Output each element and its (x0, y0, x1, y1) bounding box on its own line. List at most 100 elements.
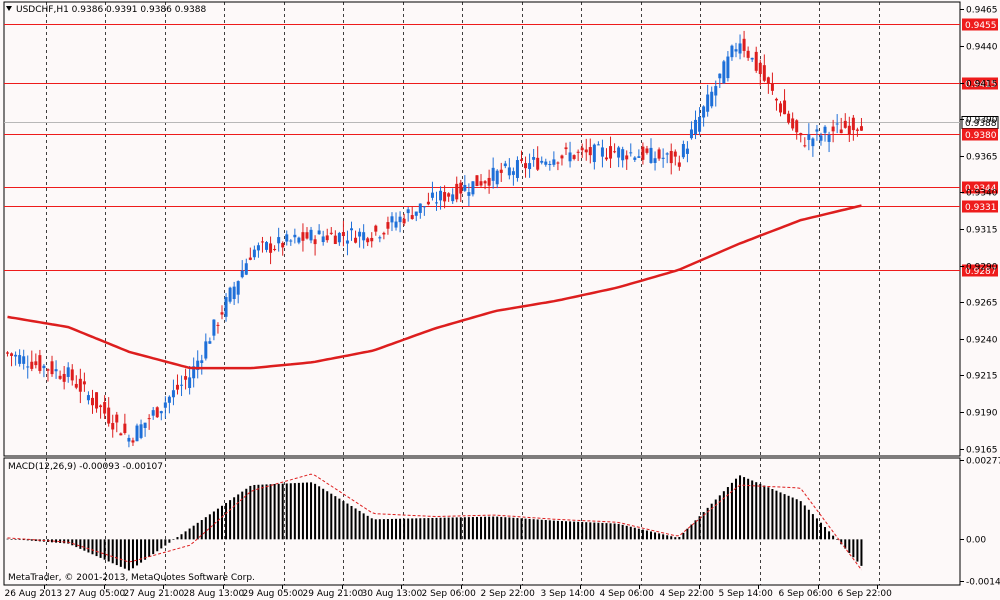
time-label: 6 Sep 06:00 (779, 589, 834, 599)
candle-body (730, 45, 734, 58)
macd-bar (573, 521, 576, 540)
time-label: 4 Sep 22:00 (660, 589, 715, 599)
price-pane[interactable] (3, 1, 961, 457)
macd-bar (662, 534, 665, 540)
candle-body (584, 149, 588, 153)
candle-body (564, 147, 568, 150)
macd-bar (451, 517, 454, 540)
candle-body (171, 390, 175, 398)
candle-body (758, 62, 762, 75)
candle-body (70, 369, 74, 381)
macd-bar (346, 503, 349, 540)
candle-body (479, 181, 483, 186)
candle-body (613, 151, 617, 153)
macd-bar (815, 518, 818, 540)
macd-bar (297, 482, 300, 540)
macd-bar (739, 475, 742, 540)
candle-body (86, 395, 90, 401)
macd-bar (621, 524, 624, 540)
macd-bar (597, 522, 600, 540)
macd-bar (467, 517, 470, 540)
candle-body (90, 397, 94, 406)
macd-bar (91, 539, 94, 555)
macd-bar (184, 531, 187, 540)
candle-body (244, 263, 248, 275)
candle-body (722, 61, 726, 84)
macd-bar (682, 532, 685, 540)
macd-bar (378, 519, 381, 540)
collapse-arrow-icon[interactable] (6, 6, 12, 11)
candle-body (107, 407, 111, 424)
macd-bar (771, 489, 774, 540)
candle-body (811, 138, 815, 147)
candle-body (167, 396, 171, 403)
macd-bar (524, 518, 527, 540)
candle-body (30, 361, 34, 369)
macd-bar (172, 539, 175, 540)
macd-bar (775, 490, 778, 540)
candle-body (329, 232, 333, 234)
symbol-header: USDCHF,H1 0.9386 0.9391 0.9386 0.9388 (6, 5, 206, 15)
candle-body (443, 192, 447, 202)
candle-body (163, 402, 167, 408)
candle-body (617, 147, 621, 158)
candle-body (309, 229, 313, 241)
candle-body (831, 126, 835, 132)
candle-body (111, 423, 115, 430)
price-axis: 0.9455 0.9415 0.9388 0.9380 0.9344 0.9331 0.92… (960, 6, 1000, 588)
macd-bar (484, 516, 487, 540)
price-tick-label: 0.9190 (966, 409, 998, 419)
macd-bar (261, 484, 264, 540)
macd-bar (99, 539, 102, 558)
price-tick-label: 0.9465 (966, 6, 998, 16)
macd-bar (508, 517, 511, 540)
macd-bar (443, 517, 446, 540)
macd-bar (156, 539, 159, 552)
candle-body (604, 157, 608, 160)
macd-bar (860, 539, 863, 566)
candle-body (665, 153, 669, 155)
candle-body (354, 237, 358, 243)
macd-bar (480, 516, 483, 540)
macd-bar (51, 539, 54, 543)
time-label: 2 Sep 06:00 (422, 589, 477, 599)
candle-body (240, 270, 244, 278)
macd-bar (552, 520, 555, 540)
macd-bar (556, 520, 559, 540)
macd-bar (658, 533, 661, 540)
macd-bar (115, 539, 118, 566)
macd-bar (666, 535, 669, 540)
macd-bar (585, 522, 588, 540)
macd-bar (439, 517, 442, 540)
macd-bar (706, 507, 709, 540)
macd-bar (257, 484, 260, 540)
macd-bar (722, 491, 725, 540)
candle-body (62, 373, 66, 382)
candle-body (528, 163, 532, 170)
macd-bar (196, 522, 199, 540)
macd-bar (305, 482, 308, 540)
candle-body (281, 242, 285, 248)
macd-bar (322, 488, 325, 540)
time-label: 27 Aug 21:00 (124, 589, 185, 599)
candle-body (621, 149, 625, 161)
candle-body (568, 152, 572, 162)
candle-body (714, 86, 718, 96)
candle-body (14, 354, 18, 357)
candle-body (337, 232, 341, 243)
macd-bar (435, 517, 438, 540)
macd-bar (447, 517, 450, 540)
macd-bar (463, 517, 466, 540)
macd-bar (75, 539, 78, 548)
macd-label: MACD(12,26,9) -0.00093 -0.00107 (8, 462, 163, 472)
candle-body (815, 129, 819, 132)
macd-bar (374, 519, 377, 540)
candle-body (285, 234, 289, 242)
macd-bar (848, 539, 851, 553)
macd-bar (730, 482, 733, 540)
candle-body (738, 43, 742, 54)
macd-bar (415, 518, 418, 540)
macd-bar (836, 539, 839, 540)
macd-bar (734, 478, 737, 540)
